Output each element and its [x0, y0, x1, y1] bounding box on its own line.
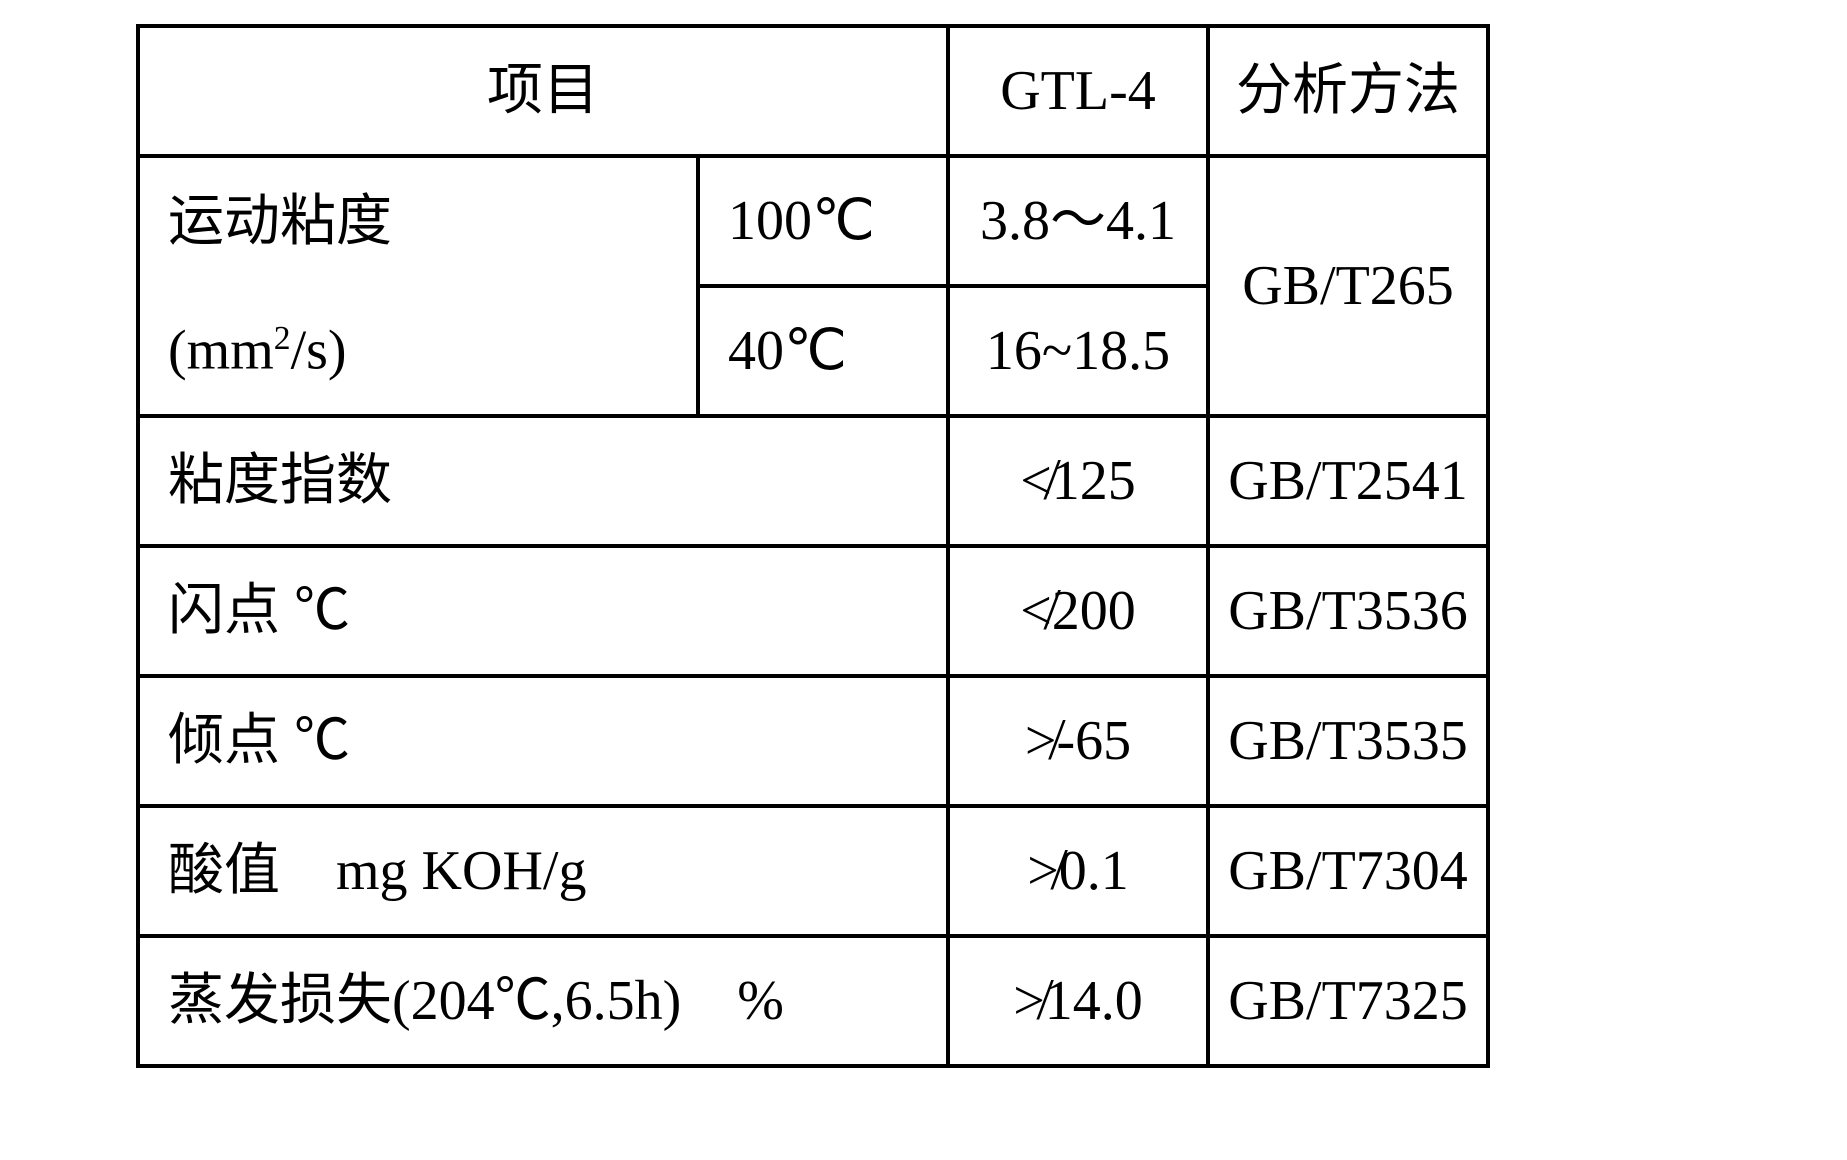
pour-method: GB/T3535 [1208, 676, 1488, 806]
vi-label: 粘度指数 [138, 416, 948, 546]
kv-label-line1: 运动粘度 [138, 156, 698, 286]
row-kv-100: 运动粘度 100℃ 3.8～4.1 GB/T265 [138, 156, 1488, 286]
pour-label: 倾点 ℃ [138, 676, 948, 806]
flash-method: GB/T3536 [1208, 546, 1488, 676]
header-method: 分析方法 [1208, 26, 1488, 156]
page: 项目 GTL-4 分析方法 运动粘度 100℃ 3.8～4.1 GB/T265 … [0, 0, 1847, 1160]
flash-label: 闪点 ℃ [138, 546, 948, 676]
kv-method: GB/T265 [1208, 156, 1488, 416]
kv-val-40: 16~18.5 [948, 286, 1208, 416]
row-acid: 酸值 mg KOH/g ≯0.1 GB/T7304 [138, 806, 1488, 936]
table-header-row: 项目 GTL-4 分析方法 [138, 26, 1488, 156]
kv-val-100: 3.8～4.1 [948, 156, 1208, 286]
row-flash: 闪点 ℃ ≮200 GB/T3536 [138, 546, 1488, 676]
kv-temp-100: 100℃ [698, 156, 948, 286]
evap-label: 蒸发损失(204℃,6.5h) % [138, 936, 948, 1066]
vi-value: ≮125 [948, 416, 1208, 546]
acid-method: GB/T7304 [1208, 806, 1488, 936]
pour-value: ≯-65 [948, 676, 1208, 806]
header-gtl: GTL-4 [948, 26, 1208, 156]
header-item: 项目 [138, 26, 948, 156]
kv-label-line2: (mm2/s) [138, 286, 698, 416]
vi-method: GB/T2541 [1208, 416, 1488, 546]
spec-table: 项目 GTL-4 分析方法 运动粘度 100℃ 3.8～4.1 GB/T265 … [136, 24, 1490, 1068]
flash-value: ≮200 [948, 546, 1208, 676]
evap-value: ≯14.0 [948, 936, 1208, 1066]
row-vi: 粘度指数 ≮125 GB/T2541 [138, 416, 1488, 546]
acid-value: ≯0.1 [948, 806, 1208, 936]
acid-label: 酸值 mg KOH/g [138, 806, 948, 936]
kv-temp-40: 40℃ [698, 286, 948, 416]
row-pour: 倾点 ℃ ≯-65 GB/T3535 [138, 676, 1488, 806]
row-evap: 蒸发损失(204℃,6.5h) % ≯14.0 GB/T7325 [138, 936, 1488, 1066]
evap-method: GB/T7325 [1208, 936, 1488, 1066]
